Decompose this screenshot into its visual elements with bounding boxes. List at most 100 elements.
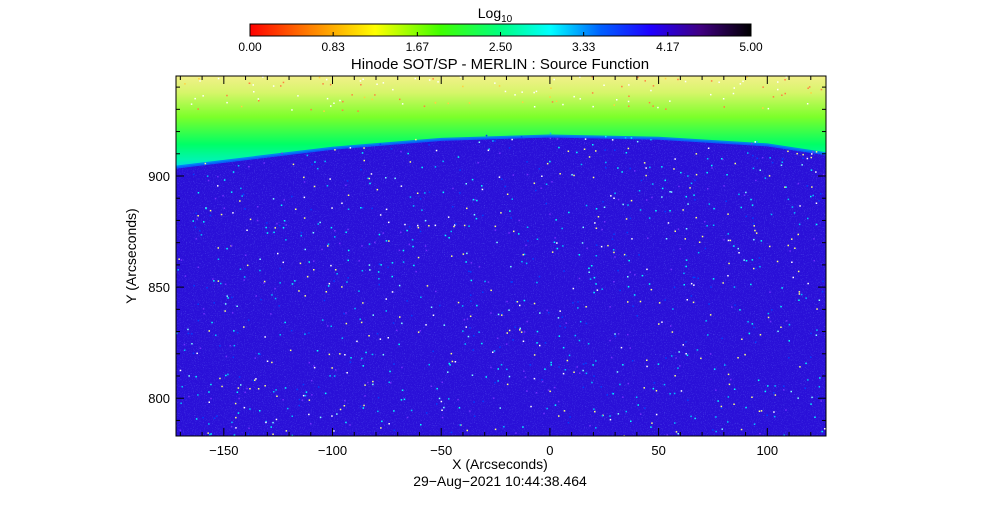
speckle (571, 174, 573, 176)
speckle (630, 137, 633, 139)
speckle (465, 326, 467, 328)
speckle (282, 399, 284, 401)
speckle (671, 331, 674, 333)
speckle (194, 97, 196, 100)
speckle (512, 339, 514, 341)
speckle (581, 242, 584, 244)
speckle (613, 281, 615, 283)
speckle (591, 92, 594, 94)
speckle (466, 252, 468, 255)
speckle (695, 153, 698, 155)
speckle (188, 395, 190, 398)
speckle (664, 210, 666, 213)
speckle (421, 209, 423, 211)
speckle (368, 177, 371, 180)
speckle (525, 244, 527, 247)
speckle (401, 366, 403, 369)
speckle (380, 264, 382, 266)
speckle (465, 261, 467, 263)
speckle (567, 150, 570, 152)
speckle (785, 409, 787, 411)
speckle (756, 141, 758, 143)
speckle (628, 95, 630, 97)
speckle (728, 262, 730, 265)
speckle (685, 265, 687, 268)
speckle (787, 150, 789, 153)
speckle (652, 387, 655, 390)
speckle (556, 138, 559, 140)
speckle (379, 214, 382, 216)
speckle (783, 434, 785, 436)
speckle (697, 251, 700, 254)
speckle (239, 200, 241, 202)
speckle (468, 225, 470, 227)
speckle (609, 418, 612, 421)
speckle (232, 212, 234, 214)
speckle (721, 337, 723, 340)
speckle (651, 183, 654, 185)
speckle (744, 353, 746, 356)
speckle (601, 228, 603, 231)
speckle (579, 320, 582, 323)
speckle (616, 99, 618, 101)
speckle (769, 245, 771, 248)
speckle (811, 396, 813, 399)
speckle (347, 208, 350, 210)
speckle (617, 167, 619, 169)
speckle (492, 351, 494, 353)
speckle (199, 347, 202, 349)
speckle (766, 414, 768, 416)
speckle (635, 396, 638, 398)
speckle (558, 366, 560, 368)
speckle (696, 349, 699, 351)
speckle (350, 357, 352, 359)
speckle (407, 152, 409, 155)
speckle (538, 275, 541, 278)
speckle (706, 225, 708, 227)
speckle (741, 338, 743, 340)
x-axis: −150 −100 −50 0 50 100 (179, 76, 812, 458)
speckle (613, 233, 615, 235)
speckle (610, 356, 613, 359)
speckle (664, 77, 667, 80)
speckle (524, 376, 527, 378)
speckle (448, 237, 450, 239)
speckle (722, 282, 724, 284)
speckle (298, 398, 301, 401)
speckle (471, 178, 474, 181)
timestamp: 29−Aug−2021 10:44:38.464 (413, 473, 587, 489)
speckle (265, 226, 267, 229)
speckle (434, 101, 437, 104)
speckle (695, 173, 698, 176)
speckle (226, 101, 228, 104)
speckle (323, 110, 325, 112)
speckle (759, 432, 761, 435)
speckle (810, 356, 812, 358)
speckle (582, 386, 585, 389)
speckle (224, 303, 227, 305)
speckle (520, 136, 523, 138)
speckle (451, 360, 454, 363)
speckle (419, 330, 422, 332)
speckle (627, 286, 630, 288)
speckle (497, 313, 500, 316)
speckle (374, 241, 376, 244)
speckle (208, 330, 210, 332)
speckle (767, 385, 769, 387)
speckle (579, 98, 581, 100)
speckle (329, 83, 332, 86)
speckle (661, 196, 663, 198)
speckle (674, 375, 676, 377)
speckle (645, 199, 648, 201)
speckle (278, 224, 281, 227)
speckle (434, 224, 437, 227)
speckle (645, 174, 647, 177)
speckle (742, 80, 744, 83)
speckle (217, 185, 219, 187)
speckle (562, 245, 564, 247)
speckle (811, 153, 813, 155)
speckle (478, 265, 481, 268)
speckle (490, 366, 492, 369)
speckle (729, 239, 732, 242)
speckle (222, 195, 224, 197)
